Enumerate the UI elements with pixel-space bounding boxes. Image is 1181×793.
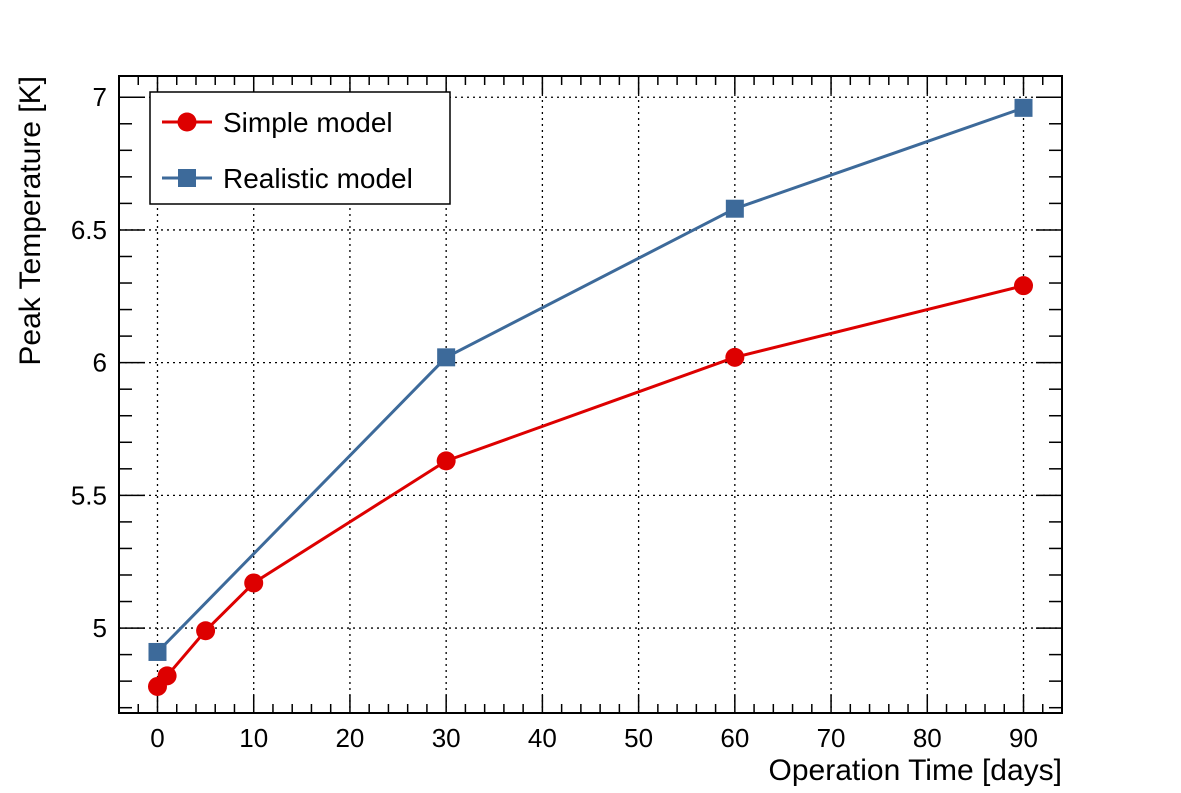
x-axis-title: Operation Time [days] (769, 754, 1062, 787)
data-point-realistic-model (725, 199, 744, 218)
series-layer (147, 98, 1034, 696)
x-tick-label: 60 (720, 723, 749, 753)
y-tick-label: 5 (93, 613, 107, 643)
legend-label-realistic-model: Realistic model (223, 163, 413, 194)
data-point-simple-model (725, 347, 745, 367)
y-tick-label: 7 (93, 82, 107, 112)
y-axis-title: Peak Temperature [K] (14, 76, 47, 366)
x-tick-label: 10 (239, 723, 268, 753)
x-tick-label: 90 (1009, 723, 1038, 753)
y-tick-label: 6.5 (71, 215, 107, 245)
x-tick-label: 40 (528, 723, 557, 753)
axis-ticks (118, 76, 1063, 713)
legend-box (149, 91, 451, 205)
plot-frame (118, 75, 1063, 714)
data-point-simple-model (1014, 276, 1034, 296)
x-tick-label: 70 (817, 723, 846, 753)
y-tick-labels: 5 5.5 6 6.5 7 (71, 82, 107, 643)
x-tick-labels: 0 10 20 30 40 50 60 70 80 90 (150, 723, 1038, 753)
data-point-simple-model (436, 451, 456, 471)
data-point-realistic-model (1014, 98, 1033, 117)
legend-label-simple-model: Simple model (223, 107, 393, 138)
grid-lines (119, 76, 1062, 713)
legend-marker-simple-model (177, 112, 197, 132)
x-tick-label: 0 (150, 723, 164, 753)
y-tick-label: 5.5 (71, 480, 107, 510)
data-point-realistic-model (437, 348, 456, 367)
legend-entry-simple-model: Simple model (162, 107, 393, 138)
data-point-simple-model (244, 573, 264, 593)
data-point-simple-model (157, 666, 177, 686)
series-line-realistic-model (156, 106, 1024, 654)
y-tick-label: 6 (93, 348, 107, 378)
data-point-simple-model (196, 621, 216, 641)
legend: Simple model Realistic model (149, 91, 451, 205)
x-tick-label: 80 (913, 723, 942, 753)
legend-entry-realistic-model: Realistic model (162, 163, 413, 194)
x-tick-label: 30 (432, 723, 461, 753)
x-tick-label: 50 (624, 723, 653, 753)
series-line-simple-model (156, 284, 1024, 688)
x-tick-label: 20 (335, 723, 364, 753)
data-point-realistic-model (148, 642, 167, 661)
legend-marker-realistic-model (178, 169, 196, 187)
